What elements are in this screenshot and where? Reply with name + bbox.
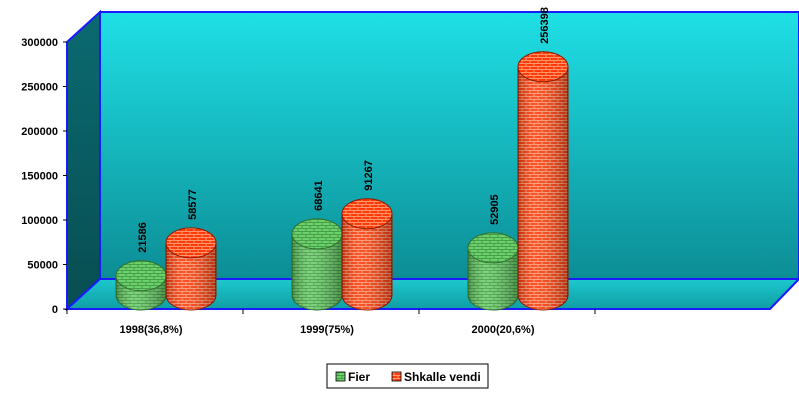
bar [291,218,343,311]
legend-label-fier: Fier [348,370,370,384]
bar [517,51,569,311]
y-tick-label: 150000 [21,171,58,183]
bar [341,198,393,311]
bar [467,232,519,311]
bar [115,260,167,311]
y-tick-label: 50000 [27,260,58,272]
bar-top [467,232,519,264]
y-tick-label: 0 [52,304,58,316]
legend-box [326,363,489,389]
bar-top [517,51,569,83]
data-label: 256398 [539,7,551,44]
bar-top [341,198,393,230]
x-tick-label: 1999(75%) [300,324,354,336]
bar-shade [518,66,568,310]
plot-side-wall [66,9,101,312]
bar-shade [468,247,518,310]
bar-top [291,218,343,250]
data-label: 21586 [137,222,149,253]
legend-swatch-fier [335,371,346,382]
x-tick-label: 1998(36,8%) [120,324,183,336]
data-label: 91267 [363,160,375,191]
legend-swatch-shkalle-vendi [391,371,402,382]
y-tick-label: 100000 [21,215,58,227]
bar-shade [166,242,216,310]
y-axis: 0 50000 100000 150000 200000 250000 300000 [21,37,67,316]
data-label: 58577 [187,189,199,220]
data-labels: 21586 58577 68641 91267 52905 256398 [137,7,551,253]
legend-label-shkalle-vendi: Shkalle vendi [404,370,481,384]
y-tick-label: 200000 [21,126,58,138]
legend: Fier Shkalle vendi [326,363,489,389]
bars [115,51,569,311]
x-tick-label: 2000(20,6%) [472,324,535,336]
bar-shade [342,213,392,310]
y-tick-label: 250000 [21,82,58,94]
data-label: 52905 [489,194,501,225]
data-label: 68641 [313,180,325,211]
bar [165,227,217,311]
y-tick-label: 300000 [21,37,58,49]
bar-top [115,260,167,292]
x-axis: 1998(36,8%) 1999(75%) 2000(20,6%) [66,309,596,336]
bar-top [165,227,217,259]
bar-shade [292,233,342,310]
